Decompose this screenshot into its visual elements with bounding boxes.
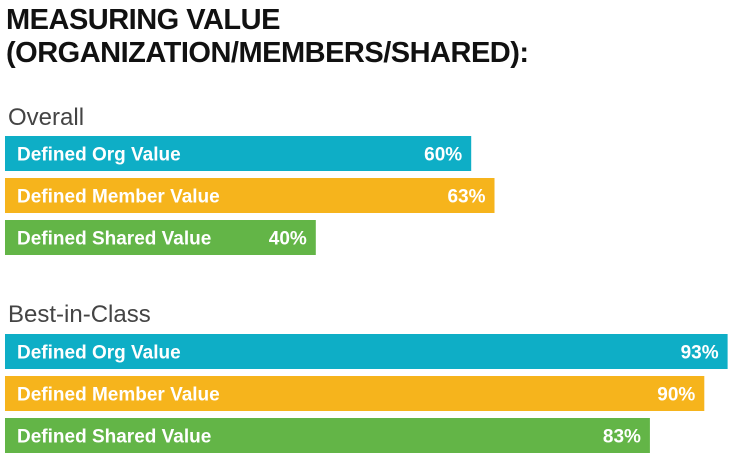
group-label: Best-in-Class [8,301,151,328]
bar [5,334,728,369]
bar-value-label: 83% [603,427,641,448]
bar-category-label: Defined Org Value [17,145,181,166]
bar-category-label: Defined Member Value [17,187,220,208]
bar-value-label: 60% [424,145,462,166]
bar [5,376,705,411]
bar-category-label: Defined Shared Value [17,229,211,250]
bar-category-label: Defined Shared Value [17,427,211,448]
bar-value-label: 90% [657,385,695,406]
bar-category-label: Defined Org Value [17,343,181,364]
bar [5,418,650,453]
bar-value-label: 93% [681,343,719,364]
bar-value-label: 40% [269,229,307,250]
chart-title-line-1: MEASURING VALUE [6,4,280,36]
chart-title: MEASURING VALUE (ORGANIZATION/MEMBERS/SH… [6,4,529,70]
bar [5,220,316,255]
bar-category-label: Defined Member Value [17,385,220,406]
bar [5,178,495,213]
bar-value-label: 63% [447,187,485,208]
bar [5,136,472,171]
chart-title-line-2: (ORGANIZATION/MEMBERS/SHARED): [6,37,529,69]
group-label: Overall [8,104,84,131]
